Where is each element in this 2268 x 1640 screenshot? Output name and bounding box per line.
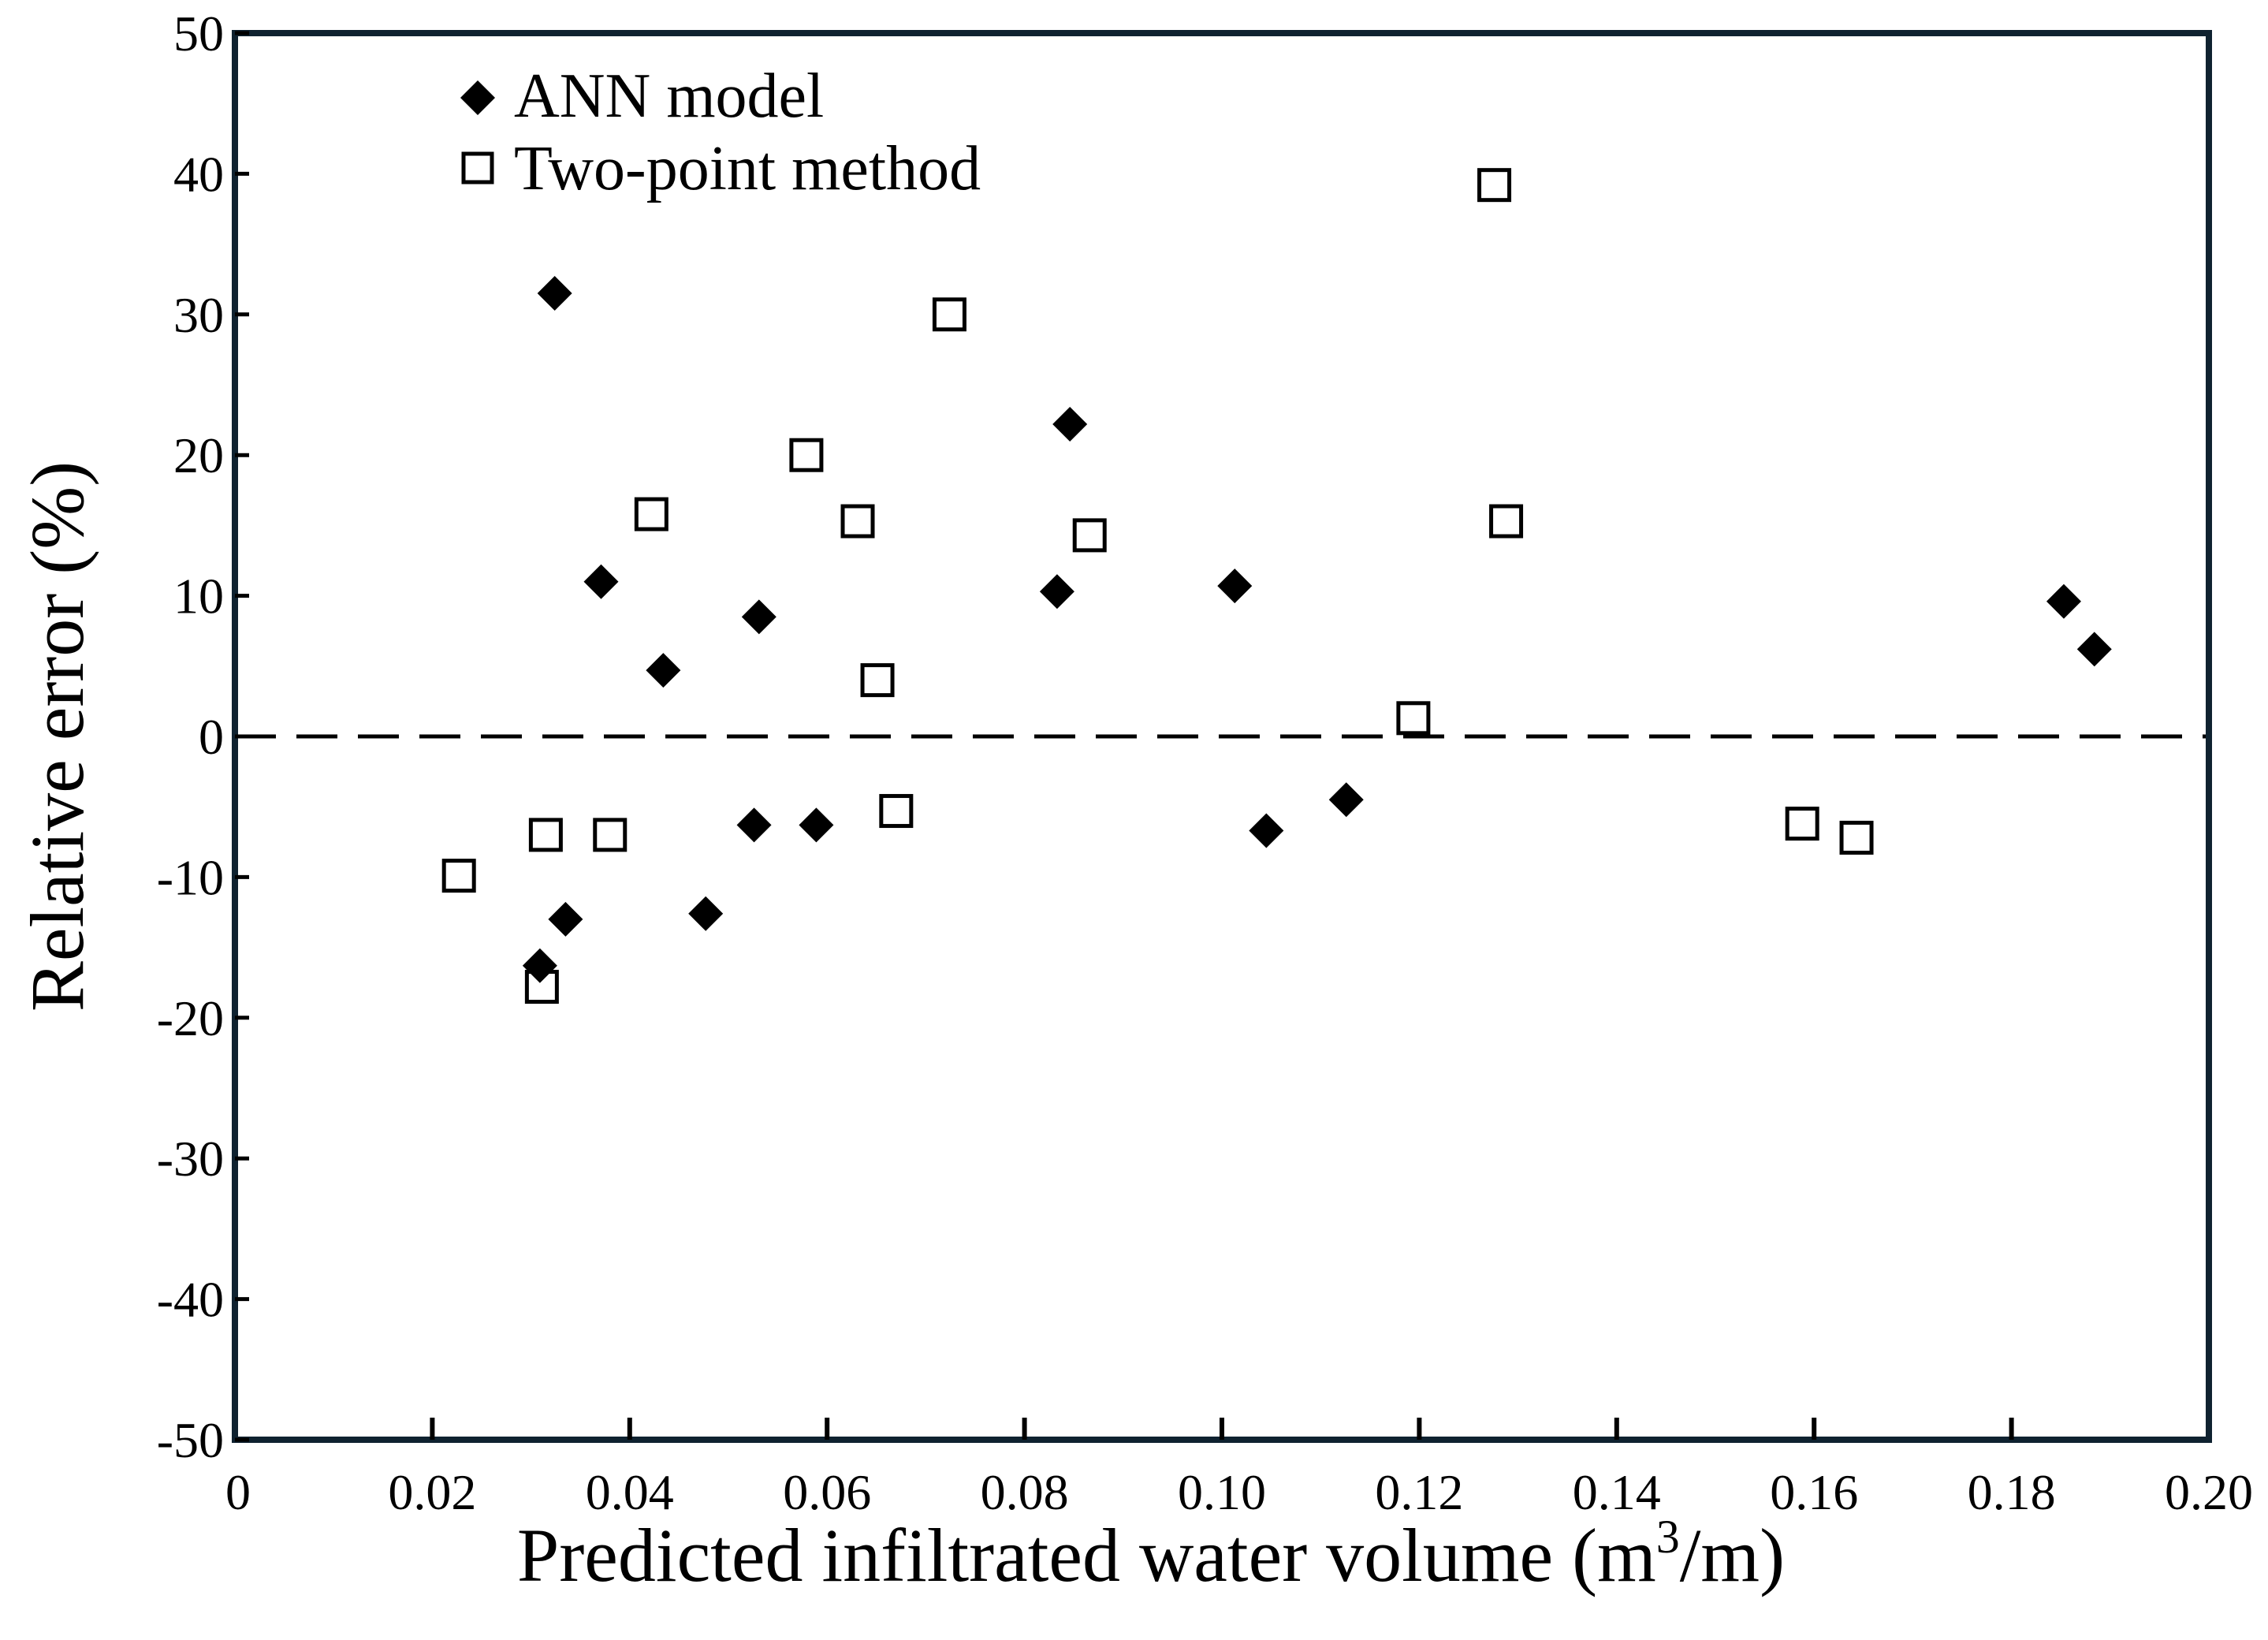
y-tick-label: -50: [157, 1412, 224, 1468]
ann-marker: [1217, 568, 1253, 604]
ann-marker: [1328, 782, 1364, 818]
ann-marker: [1052, 406, 1088, 442]
two-point-marker: [932, 297, 966, 332]
y-tick-label: 10: [173, 568, 224, 624]
legend-ann-label: ANN model: [514, 62, 824, 131]
x-tick-label: 0.08: [981, 1464, 1069, 1520]
ann-marker: [2046, 583, 2081, 619]
ann-marker: [548, 901, 583, 937]
legend-two-point-marker: [461, 151, 494, 184]
two-point-marker: [789, 438, 824, 472]
y-tick-label: -10: [157, 849, 224, 905]
y-tick-label: -20: [157, 990, 224, 1046]
x-axis-title-end: /m): [1680, 1513, 1785, 1597]
legend-two-point-label: Two-point method: [514, 134, 981, 203]
x-tick-label: 0.12: [1375, 1464, 1463, 1520]
ann-marker: [736, 807, 772, 843]
two-point-marker: [879, 794, 914, 829]
two-point-marker: [1839, 820, 1874, 855]
two-point-marker: [441, 859, 476, 893]
x-tick-label: 0.02: [388, 1464, 476, 1520]
ann-marker: [741, 599, 776, 635]
legend-ann-marker: [460, 80, 495, 115]
two-point-marker: [1477, 168, 1512, 203]
x-tick-label: 0.20: [2165, 1464, 2253, 1520]
ann-marker: [2076, 632, 2112, 667]
y-tick-label: 40: [173, 146, 224, 202]
y-tick-label: 0: [199, 709, 224, 765]
x-tick-label: 0.04: [586, 1464, 674, 1520]
two-point-marker: [1785, 807, 1819, 841]
axis-titles: Relative error (%) Predicted infiltrated…: [15, 461, 1785, 1597]
two-point-marker: [840, 504, 875, 539]
ann-marker: [688, 896, 724, 931]
x-tick-label: 0.06: [783, 1464, 871, 1520]
ann-marker: [799, 807, 834, 843]
two-point-marker: [860, 663, 895, 698]
two-point-marker: [1489, 504, 1524, 539]
y-tick-label: 50: [173, 6, 224, 62]
ann-marker: [1249, 813, 1284, 848]
two-point-marker: [528, 818, 563, 852]
ann-marker: [1039, 574, 1074, 609]
x-tick-label: 0.10: [1178, 1464, 1266, 1520]
x-tick-label: 0: [225, 1464, 251, 1520]
x-axis-title: Predicted infiltrated water volume (m3/m…: [517, 1511, 1785, 1597]
x-tick-label: 0.14: [1573, 1464, 1661, 1520]
x-tick-label: 0.18: [1968, 1464, 2056, 1520]
ann-marker: [646, 653, 681, 688]
y-tick-label: -30: [157, 1131, 224, 1187]
ann-marker: [522, 948, 557, 983]
data-points: [441, 168, 2112, 1004]
x-axis-title-superscript: 3: [1656, 1511, 1680, 1563]
two-point-marker: [634, 497, 668, 531]
two-point-marker: [1072, 518, 1107, 553]
y-tick-label: 20: [173, 427, 224, 483]
x-tick-label: 0.16: [1770, 1464, 1858, 1520]
x-axis-title-main: Predicted infiltrated water volume (m: [517, 1513, 1656, 1597]
ann-marker: [583, 564, 619, 599]
two-point-marker: [593, 818, 628, 852]
ann-marker: [537, 276, 572, 311]
y-tick-label: 30: [173, 287, 224, 343]
y-axis-title: Relative error (%): [15, 461, 99, 1012]
y-tick-label: -40: [157, 1272, 224, 1328]
two-point-marker: [1396, 701, 1431, 736]
